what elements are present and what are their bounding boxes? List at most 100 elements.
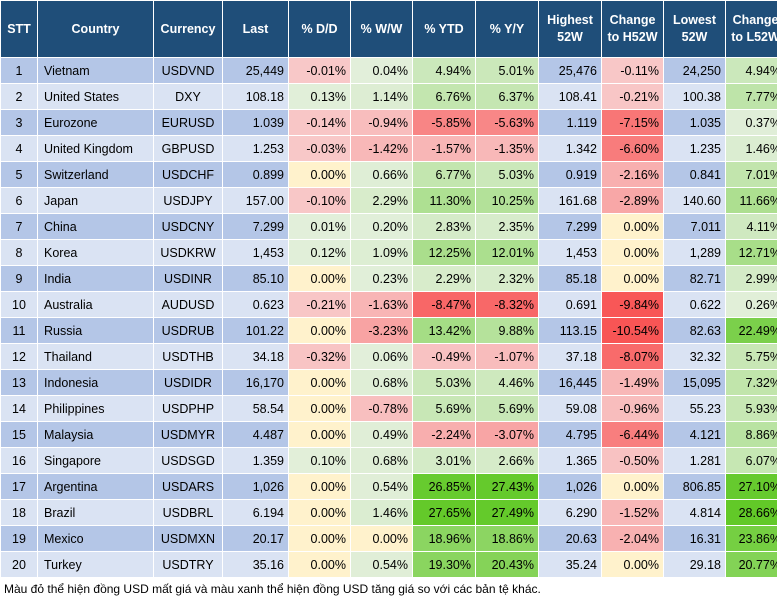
cell-highest-52w: 1.342 (538, 135, 602, 162)
cell-last: 25,449 (222, 57, 289, 84)
cell-yy: 4.46% (475, 369, 539, 396)
cell-country: Indonesia (37, 369, 154, 396)
cell-change-l52w: 0.37% (725, 109, 777, 136)
cell-country: Argentina (37, 473, 154, 500)
cell-last: 4.487 (222, 421, 289, 448)
cell-ytd: 5.03% (412, 369, 476, 396)
cell-yy: 20.43% (475, 551, 539, 578)
cell-ytd: -2.24% (412, 421, 476, 448)
cell-dd: 0.12% (288, 239, 351, 266)
cell-dd: 0.00% (288, 161, 351, 188)
cell-country: Thailand (37, 343, 154, 370)
cell-change-l52w: 6.07% (725, 447, 777, 474)
cell-yy: 2.32% (475, 265, 539, 292)
cell-yy: 18.86% (475, 525, 539, 552)
cell-ww: 0.06% (350, 343, 413, 370)
cell-dd: 0.00% (288, 395, 351, 422)
table-row: 17 Argentina USDARS 1,026 0.00% 0.54% 26.85% 27… (0, 473, 777, 500)
cell-last: 101.22 (222, 317, 289, 344)
cell-lowest-52w: 32.32 (663, 343, 726, 370)
table-row: 20 Turkey USDTRY 35.16 0.00% 0.54% 19.30% 20.43… (0, 551, 777, 578)
cell-dd: -0.03% (288, 135, 351, 162)
cell-dd: 0.00% (288, 499, 351, 526)
cell-ytd: 19.30% (412, 551, 476, 578)
table-row: 10 Australia AUDUSD 0.623 -0.21% -1.63% -8.47%… (0, 291, 777, 318)
cell-lowest-52w: 0.841 (663, 161, 726, 188)
cell-lowest-52w: 7.011 (663, 213, 726, 240)
cell-change-l52w: 12.71% (725, 239, 777, 266)
cell-lowest-52w: 24,250 (663, 57, 726, 84)
cell-change-l52w: 5.75% (725, 343, 777, 370)
fx-table: STT Country Currency Last % D/D % W/W % … (0, 0, 777, 578)
cell-ww: 0.00% (350, 525, 413, 552)
cell-ytd: 12.25% (412, 239, 476, 266)
cell-lowest-52w: 0.622 (663, 291, 726, 318)
cell-change-l52w: 4.94% (725, 57, 777, 84)
cell-country: Australia (37, 291, 154, 318)
cell-change-h52w: -9.84% (601, 291, 664, 318)
cell-currency: USDJPY (153, 187, 223, 214)
table-row: 11 Russia USDRUB 101.22 0.00% -3.23% 13.42% 9.8… (0, 317, 777, 344)
cell-yy: 2.35% (475, 213, 539, 240)
cell-dd: -0.01% (288, 57, 351, 84)
cell-change-h52w: 0.00% (601, 213, 664, 240)
cell-dd: 0.00% (288, 473, 351, 500)
cell-currency: USDARS (153, 473, 223, 500)
cell-highest-52w: 108.41 (538, 83, 602, 110)
cell-ytd: 27.65% (412, 499, 476, 526)
cell-last: 85.10 (222, 265, 289, 292)
cell-lowest-52w: 82.71 (663, 265, 726, 292)
cell-stt: 19 (0, 525, 38, 552)
cell-stt: 6 (0, 187, 38, 214)
cell-lowest-52w: 100.38 (663, 83, 726, 110)
table-row: 12 Thailand USDTHB 34.18 -0.32% 0.06% -0.49% -1… (0, 343, 777, 370)
cell-last: 16,170 (222, 369, 289, 396)
cell-highest-52w: 0.691 (538, 291, 602, 318)
cell-highest-52w: 1.119 (538, 109, 602, 136)
cell-highest-52w: 1.365 (538, 447, 602, 474)
cell-stt: 20 (0, 551, 38, 578)
cell-highest-52w: 161.68 (538, 187, 602, 214)
cell-change-h52w: 0.00% (601, 265, 664, 292)
cell-country: Brazil (37, 499, 154, 526)
cell-ytd: 6.76% (412, 83, 476, 110)
header-currency: Currency (153, 0, 223, 58)
table-row: 18 Brazil USDBRL 6.194 0.00% 1.46% 27.65% 27.49… (0, 499, 777, 526)
cell-ytd: 5.69% (412, 395, 476, 422)
cell-change-l52w: 7.01% (725, 161, 777, 188)
table-row: 16 Singapore USDSGD 1.359 0.10% 0.68% 3.01% 2.6… (0, 447, 777, 474)
cell-change-l52w: 1.46% (725, 135, 777, 162)
cell-change-h52w: -1.52% (601, 499, 664, 526)
cell-lowest-52w: 55.23 (663, 395, 726, 422)
table-row: 7 China USDCNY 7.299 0.01% 0.20% 2.83% 2.35% 7.2… (0, 213, 777, 240)
cell-lowest-52w: 1.035 (663, 109, 726, 136)
cell-highest-52w: 4.795 (538, 421, 602, 448)
cell-change-l52w: 20.77% (725, 551, 777, 578)
header-change-l52w: Change to L52W (725, 0, 777, 58)
cell-ytd: 13.42% (412, 317, 476, 344)
cell-yy: 12.01% (475, 239, 539, 266)
table-row: 8 Korea USDKRW 1,453 0.12% 1.09% 12.25% 12.01% 1… (0, 239, 777, 266)
cell-change-l52w: 28.66% (725, 499, 777, 526)
cell-change-h52w: -0.21% (601, 83, 664, 110)
cell-currency: AUDUSD (153, 291, 223, 318)
cell-ww: 0.54% (350, 551, 413, 578)
cell-ww: 0.23% (350, 265, 413, 292)
header-ytd: % YTD (412, 0, 476, 58)
cell-dd: 0.00% (288, 421, 351, 448)
cell-change-l52w: 2.99% (725, 265, 777, 292)
cell-country: Russia (37, 317, 154, 344)
cell-dd: 0.13% (288, 83, 351, 110)
cell-currency: GBPUSD (153, 135, 223, 162)
cell-stt: 3 (0, 109, 38, 136)
cell-yy: 27.43% (475, 473, 539, 500)
cell-dd: 0.00% (288, 317, 351, 344)
cell-country: China (37, 213, 154, 240)
header-row: STT Country Currency Last % D/D % W/W % … (0, 0, 777, 58)
cell-lowest-52w: 16.31 (663, 525, 726, 552)
table-row: 6 Japan USDJPY 157.00 -0.10% 2.29% 11.30% 10.25… (0, 187, 777, 214)
cell-lowest-52w: 1.235 (663, 135, 726, 162)
cell-currency: USDIDR (153, 369, 223, 396)
cell-ytd: 6.77% (412, 161, 476, 188)
cell-stt: 15 (0, 421, 38, 448)
